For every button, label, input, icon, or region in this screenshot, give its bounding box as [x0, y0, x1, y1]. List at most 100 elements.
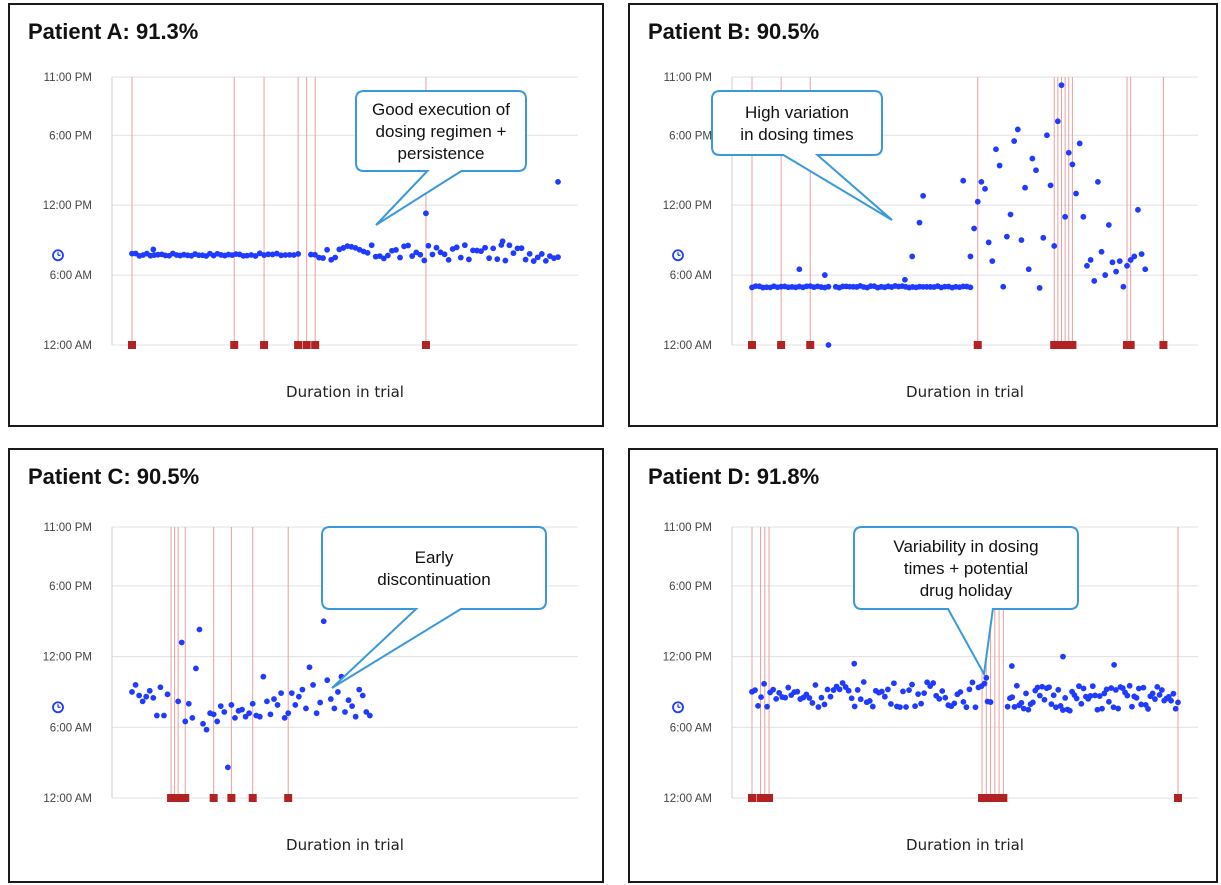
dose-point [1036, 692, 1043, 699]
dose-point [320, 255, 326, 261]
dose-point [534, 254, 541, 261]
dose-point [794, 688, 801, 695]
dose-point [1133, 694, 1140, 701]
callout-shape [321, 526, 547, 689]
chart-svg-patient-d: Patient D: 91.8% 12:00 AM 6:00 AM 12:00 PM 6… [648, 464, 1198, 854]
dose-point [393, 246, 399, 253]
callout-text: Variability in dosing [893, 537, 1038, 556]
dose-point [966, 686, 973, 693]
dose-point [189, 714, 196, 721]
dose-point [1105, 222, 1112, 228]
dose-point [1007, 211, 1014, 218]
dose-point [1124, 262, 1130, 269]
dose-point [900, 688, 906, 695]
dose-point [518, 245, 525, 252]
dose-point [989, 258, 996, 265]
x-axis-label: Duration in trial [286, 836, 404, 854]
dose-point [1087, 257, 1094, 263]
dose-point [161, 712, 167, 719]
dose-point [809, 700, 816, 706]
callout-shape [711, 90, 893, 221]
missed-dose-marker [978, 794, 987, 802]
dose-point [327, 696, 334, 702]
dose-point [1135, 685, 1142, 692]
dose-point [967, 253, 974, 260]
dose-point [1030, 699, 1036, 706]
dose-point [267, 711, 274, 718]
dose-point [912, 703, 918, 710]
dose-point [1115, 705, 1122, 712]
dose-point [278, 252, 284, 259]
dose-point [246, 710, 253, 717]
callout-bubble: Good execution of dosing regimen + persist… [355, 90, 527, 226]
dose-point [848, 695, 855, 702]
dose-point [1106, 698, 1112, 705]
dose-point [1168, 697, 1174, 704]
dose-point [1044, 132, 1050, 139]
chart-title: Patient A: 91.3% [28, 19, 198, 44]
dose-point [242, 713, 249, 720]
dose-point [869, 703, 876, 710]
missed-dose-marker [765, 794, 774, 802]
missed-dose-marker [999, 794, 1008, 802]
missed-dose-marker [227, 794, 236, 802]
dose-point [384, 252, 391, 259]
dose-point [812, 682, 819, 688]
dose-point [972, 704, 979, 711]
dose-point [264, 698, 270, 705]
dose-point [433, 244, 440, 251]
dose-point [445, 256, 452, 263]
dose-point [342, 709, 348, 715]
dose-point [1034, 684, 1041, 691]
y-tick-label: 12:00 PM [43, 200, 92, 212]
dose-point [200, 720, 206, 727]
dose-point [1096, 693, 1103, 699]
dose-point [1152, 696, 1158, 702]
dose-point [1055, 686, 1062, 693]
dose-point [146, 687, 153, 694]
missed-dose-marker [1126, 341, 1135, 349]
missed-dose-marker [294, 341, 303, 349]
dose-point [538, 251, 545, 257]
dose-point [228, 702, 235, 708]
dose-point [1124, 692, 1131, 699]
dose-point [815, 704, 822, 710]
dose-point [1154, 683, 1161, 690]
dose-point [1036, 285, 1043, 291]
dose-point [288, 690, 295, 697]
dose-point [526, 250, 533, 257]
dose-point [486, 255, 493, 262]
dose-point [818, 694, 825, 701]
dose-point [996, 162, 1003, 169]
dose-point [897, 704, 903, 711]
dose-point [1011, 138, 1018, 144]
x-axis-label: Duration in trial [906, 836, 1024, 854]
callout-shape [355, 90, 527, 226]
clock-icon [52, 249, 64, 262]
dose-point [916, 219, 923, 226]
dose-point [1018, 237, 1025, 244]
dose-point [764, 703, 770, 710]
y-tick-label: 11:00 PM [664, 72, 712, 84]
dose-point [522, 256, 529, 263]
y-tick-label: 6:00 PM [669, 581, 712, 593]
dose-point [129, 689, 135, 695]
dose-point [349, 703, 355, 709]
clock-icon [52, 701, 64, 714]
dose-point [1018, 699, 1025, 706]
y-tick-label: 6:00 AM [670, 270, 712, 282]
chart-panel-patient-a: Patient A: 91.3% 12:00 AM 6:00 AM 12:00 PM 6… [8, 3, 604, 427]
missed-dose-marker [982, 794, 991, 802]
chart-svg-patient-b: Patient B: 90.5% 12:00 AM 6:00 AM 12:00 PM 6… [648, 19, 1198, 401]
dose-point [1020, 705, 1027, 712]
dose-point [295, 250, 302, 257]
dose-point [252, 253, 259, 259]
y-tick-label: 12:00 PM [43, 652, 92, 664]
dose-point [1008, 663, 1015, 669]
chart-panel-patient-d: Patient D: 91.8% 12:00 AM 6:00 AM 12:00 PM 6… [628, 448, 1218, 883]
dose-point [1087, 692, 1094, 699]
dose-point [421, 257, 428, 264]
dose-point [306, 664, 313, 671]
clock-icon [672, 701, 684, 714]
dose-point [845, 687, 852, 694]
